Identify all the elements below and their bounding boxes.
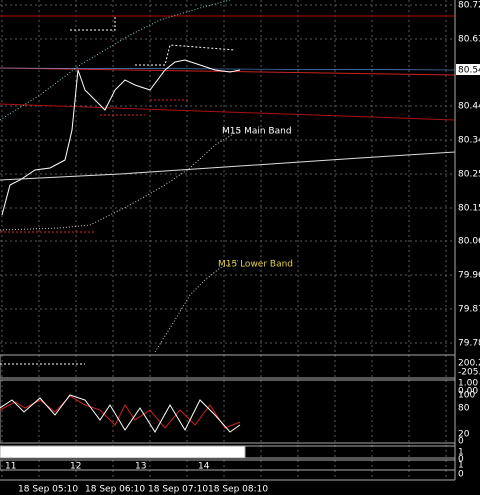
band-label: M15 Main Band [222,127,292,137]
day-label: 13 [135,462,146,472]
price-line [0,67,456,71]
time-label: 18 Sep 07:10 [148,485,208,495]
panel-label: 1.00 [458,379,478,389]
signal-line [0,395,241,429]
stop-dots [70,15,116,31]
price-label: 80.63 [458,35,480,45]
panel-label: 0 [458,470,464,480]
panel-label: 1 [458,448,464,458]
price-marker [456,64,480,75]
panel-label: 80 [458,404,470,414]
main-line [0,394,241,433]
day-label: 14 [198,462,210,472]
price-label: 80.34 [458,136,480,146]
labels: 80.72 80.63 80.54 80.44 80.34 80.25 80.15 80.06… [5,1,480,495]
price-candles [1,59,241,216]
price-label: 80.06 [458,237,480,247]
panel-label: 100 [458,391,475,401]
price-label: 80.44 [458,102,480,112]
day-label: 11 [5,462,16,472]
panel-label: 20 [458,430,470,440]
grid [0,0,455,480]
histogram-bar [0,445,246,459]
band-label: M15 Lower Band [218,260,293,270]
time-label: 18 Sep 06:10 [85,485,145,495]
price-label: 80.15 [458,204,480,214]
time-label: 18 Sep 05:10 [18,485,78,495]
panel-label: 0 [458,437,464,447]
price-label: 79.78 [458,339,480,349]
price-label: 80.72 [458,1,480,11]
day-label: 12 [70,462,81,472]
main-band [0,151,456,181]
price-label: 80.54 [458,66,480,76]
price-label: 79.96 [458,271,480,281]
panel-label: -205.6 [458,368,480,378]
panel-label: 0.00 [458,387,478,397]
panel-label: 1 [458,461,464,471]
price-label: 79.87 [458,305,480,315]
stop-dots [135,44,236,66]
panel-label: 200.2 [458,359,480,369]
level-line [0,103,456,121]
panel-label: 0 [458,455,464,465]
time-label: 18 Sep 08:10 [208,485,268,495]
price-label: 80.25 [458,170,480,180]
